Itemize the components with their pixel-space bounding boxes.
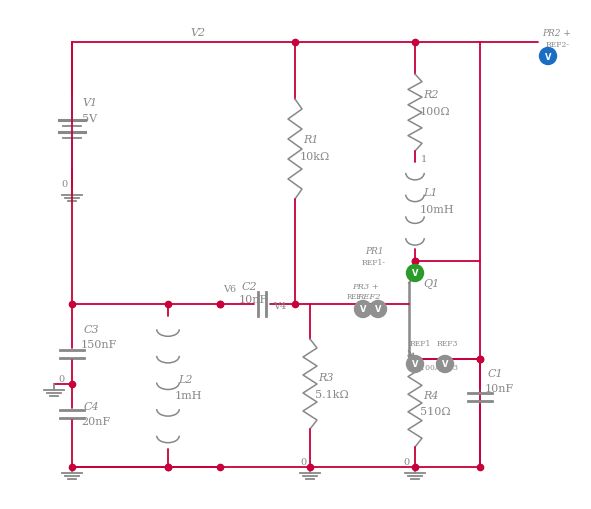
- Text: 0: 0: [403, 458, 409, 467]
- Text: V4: V4: [273, 302, 286, 311]
- Text: R3: R3: [318, 372, 333, 382]
- Text: R4: R4: [423, 390, 439, 400]
- Text: 5V: 5V: [82, 114, 97, 124]
- Text: C3: C3: [84, 324, 100, 334]
- Text: REF3: REF3: [437, 340, 459, 347]
- Circle shape: [369, 301, 387, 318]
- Text: PR3 +: PR3 +: [352, 282, 379, 291]
- Text: V: V: [545, 52, 551, 62]
- Text: 20nF: 20nF: [81, 416, 111, 426]
- Text: C2: C2: [242, 281, 258, 292]
- Text: REF2-: REF2-: [546, 41, 570, 49]
- Text: 150nF: 150nF: [81, 340, 118, 349]
- Text: RF3: RF3: [443, 363, 459, 371]
- Text: V: V: [441, 360, 448, 369]
- Text: C1: C1: [488, 369, 504, 378]
- Text: 10mH: 10mH: [420, 205, 454, 215]
- Text: PR1: PR1: [365, 247, 384, 256]
- Circle shape: [540, 48, 557, 65]
- Text: Q1: Q1: [423, 278, 439, 289]
- Text: 5.1kΩ: 5.1kΩ: [315, 389, 349, 399]
- Text: V: V: [412, 269, 418, 278]
- Text: REF1-: REF1-: [362, 259, 386, 267]
- Text: REF2: REF2: [357, 293, 381, 300]
- Circle shape: [437, 356, 453, 373]
- Text: 1: 1: [421, 155, 427, 164]
- Text: 510Ω: 510Ω: [420, 406, 450, 416]
- Text: 1mH: 1mH: [175, 390, 203, 400]
- Text: L2: L2: [178, 374, 193, 384]
- Text: 0: 0: [300, 458, 306, 467]
- Text: R1: R1: [303, 135, 319, 145]
- Text: 0: 0: [58, 375, 64, 384]
- Text: V: V: [360, 305, 366, 314]
- Text: R2: R2: [423, 90, 439, 100]
- Text: 100Ω: 100Ω: [420, 107, 450, 117]
- Text: 10nF: 10nF: [239, 294, 268, 304]
- Text: 10nF: 10nF: [485, 383, 514, 393]
- Text: V2: V2: [190, 28, 205, 38]
- Text: V6: V6: [223, 285, 236, 294]
- Text: L1: L1: [423, 188, 437, 197]
- Text: C4: C4: [84, 401, 100, 411]
- Text: V: V: [412, 360, 418, 369]
- Circle shape: [407, 265, 424, 282]
- Text: 0: 0: [61, 180, 67, 189]
- Text: V1: V1: [82, 98, 97, 108]
- Text: V: V: [375, 305, 381, 314]
- Text: REF1: REF1: [410, 340, 431, 347]
- Circle shape: [355, 301, 372, 318]
- Text: RE100A: RE100A: [410, 363, 441, 371]
- Text: REF: REF: [347, 293, 362, 300]
- Text: PR2 +: PR2 +: [542, 29, 571, 38]
- Circle shape: [407, 356, 424, 373]
- Text: 10kΩ: 10kΩ: [300, 152, 330, 162]
